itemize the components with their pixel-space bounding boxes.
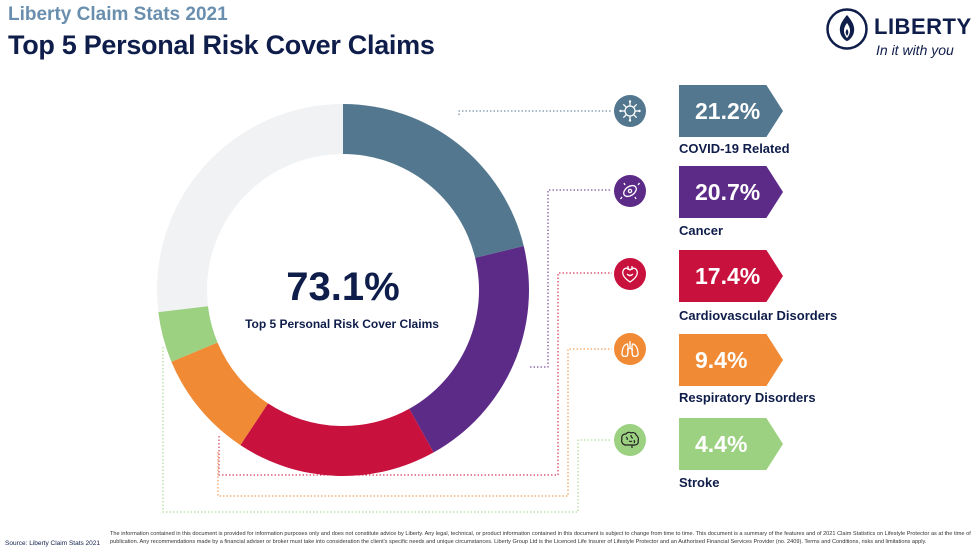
respiratory-label: Respiratory Disorders (679, 390, 816, 405)
cancer-cell-icon (614, 175, 646, 207)
leader-line-4 (217, 348, 612, 497)
leader-line-3 (218, 272, 612, 476)
cardiovascular-label: Cardiovascular Disorders (679, 308, 838, 323)
logo-wordmark: LIBERTY (874, 14, 972, 39)
cardiovascular-value-tag: 17.4% (679, 250, 783, 302)
lungs-icon (614, 333, 646, 365)
respiratory-value-tag: 9.4% (679, 334, 783, 386)
stroke-label: Stroke (679, 475, 720, 490)
covid-value: 21.2% (695, 97, 761, 124)
donut-slice-covid-19-related (343, 104, 524, 258)
stroke-value: 4.4% (695, 430, 748, 457)
virus-icon (614, 95, 646, 127)
chart-subtitle: Liberty Claim Stats 2021 (8, 4, 228, 25)
center-total-value: 73.1% (286, 265, 400, 309)
brain-icon (614, 424, 646, 456)
cancer-value: 20.7% (695, 178, 761, 205)
heart-icon (614, 258, 646, 290)
covid-value-tag: 21.2% (679, 85, 783, 137)
cancer-value-tag: 20.7% (679, 166, 783, 218)
disclaimer-text: The information contained in this docume… (110, 531, 971, 545)
leader-line-2 (530, 189, 612, 368)
cardiovascular-value: 17.4% (695, 262, 761, 289)
stroke-value-tag: 4.4% (679, 418, 783, 470)
liberty-logo: LIBERTY In it with you (826, 6, 976, 62)
cancer-label: Cancer (679, 223, 724, 238)
donut-slice-cardiovascular-disorders (240, 403, 434, 477)
leader-line-5 (162, 347, 612, 513)
source-note: Source: Liberty Claim Stats 2021 (5, 540, 101, 547)
leader-line-1 (458, 110, 612, 115)
covid-label: COVID-19 Related (679, 141, 790, 156)
chart-title: Top 5 Personal Risk Cover Claims (8, 30, 435, 60)
center-total-label: Top 5 Personal Risk Cover Claims (245, 317, 439, 331)
logo-tagline: In it with you (876, 42, 954, 58)
donut-slice-cancer (409, 246, 529, 453)
flame-logo-icon (826, 8, 868, 50)
respiratory-value: 9.4% (695, 346, 748, 373)
donut-remainder (157, 104, 343, 313)
donut-slice-respiratory-disorders (171, 342, 268, 446)
donut-slice-stroke (158, 306, 218, 362)
